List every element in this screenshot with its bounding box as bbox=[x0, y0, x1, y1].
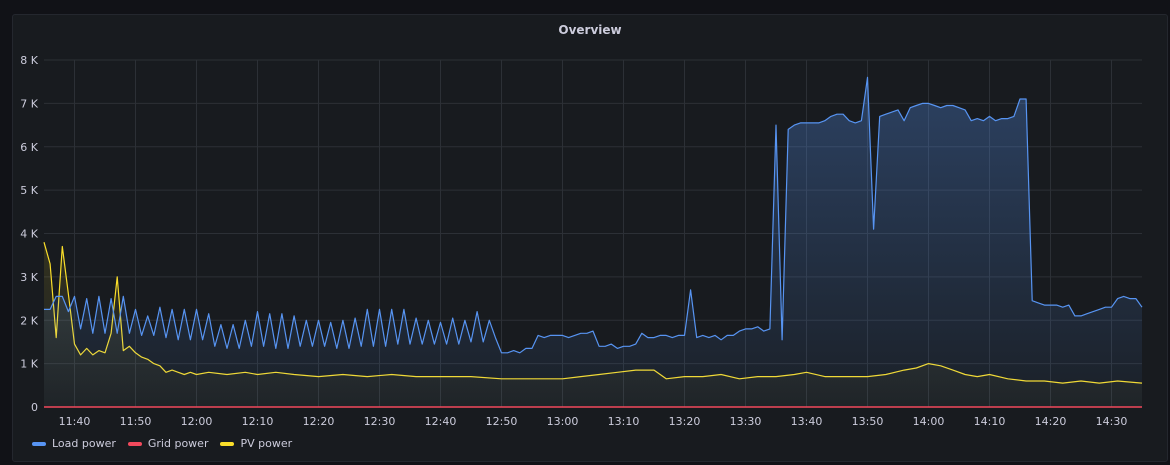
y-tick-label: 5 K bbox=[20, 184, 38, 197]
legend-label-load-power: Load power bbox=[52, 437, 116, 450]
legend-label-grid-power: Grid power bbox=[147, 437, 209, 450]
y-tick-label: 0 bbox=[31, 401, 38, 414]
y-tick-label: 7 K bbox=[20, 97, 38, 110]
x-tick-label: 14:30 bbox=[1096, 415, 1128, 428]
x-tick-label: 11:50 bbox=[120, 415, 152, 428]
y-tick-label: 3 K bbox=[20, 271, 38, 284]
x-tick-label: 13:00 bbox=[547, 415, 579, 428]
load-power-line[interactable] bbox=[44, 76, 1143, 354]
x-tick-label: 13:20 bbox=[669, 415, 701, 428]
x-tick-label: 13:50 bbox=[852, 415, 884, 428]
legend: Load power Grid power PV power bbox=[32, 437, 304, 450]
y-tick-label: 8 K bbox=[20, 54, 38, 67]
legend-item-grid-power[interactable]: Grid power bbox=[127, 437, 209, 450]
legend-item-pv-power[interactable]: PV power bbox=[220, 437, 292, 450]
x-tick-label: 13:10 bbox=[608, 415, 640, 428]
series-layer bbox=[43, 76, 1143, 408]
x-tick-label: 14:20 bbox=[1035, 415, 1067, 428]
load-power-area bbox=[44, 77, 1142, 408]
x-tick-label: 12:00 bbox=[181, 415, 213, 428]
axis-labels: 0 1 K 2 K 3 K 4 K 5 K 6 K 7 K 8 K 11:40 11:50 12:00… bbox=[20, 54, 1127, 428]
y-tick-label: 6 K bbox=[20, 141, 38, 154]
load-power-swatch bbox=[32, 441, 46, 446]
x-tick-label: 14:00 bbox=[913, 415, 945, 428]
x-tick-label: 12:20 bbox=[303, 415, 335, 428]
x-tick-label: 12:10 bbox=[242, 415, 274, 428]
y-tick-label: 1 K bbox=[20, 358, 38, 371]
x-tick-label: 13:30 bbox=[730, 415, 762, 428]
x-tick-label: 13:40 bbox=[791, 415, 823, 428]
grid-power-swatch bbox=[127, 441, 142, 446]
y-tick-label: 2 K bbox=[20, 314, 38, 327]
x-tick-label: 12:30 bbox=[364, 415, 396, 428]
legend-label-pv-power: PV power bbox=[240, 437, 293, 450]
x-tick-label: 11:40 bbox=[59, 415, 91, 428]
y-tick-label: 4 K bbox=[20, 228, 38, 241]
legend-item-load-power[interactable]: Load power bbox=[32, 437, 116, 450]
x-tick-label: 12:40 bbox=[425, 415, 457, 428]
pv-power-swatch bbox=[220, 441, 235, 446]
x-tick-label: 12:50 bbox=[486, 415, 518, 428]
panel-title: Overview bbox=[558, 23, 622, 37]
x-tick-label: 14:10 bbox=[974, 415, 1006, 428]
